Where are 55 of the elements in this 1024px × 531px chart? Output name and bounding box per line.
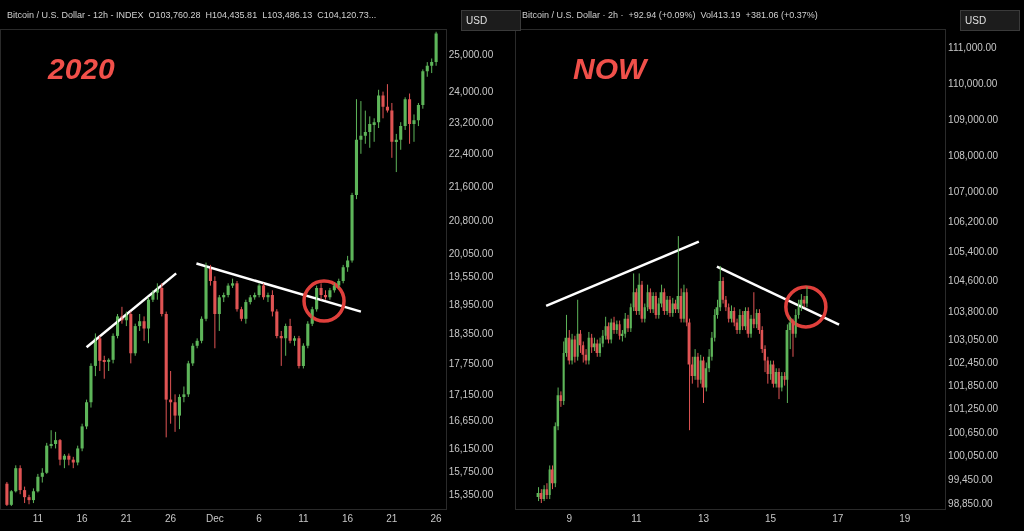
annotation: 2020: [47, 52, 116, 85]
y-tick-label: 25,000.00: [448, 49, 494, 61]
y-tick-label: 105,400.00: [948, 245, 999, 257]
x-tick-label: Dec: [205, 513, 224, 524]
y-tick-label: 15,750.00: [448, 465, 494, 477]
x-tick-label: 15: [765, 513, 777, 524]
y-tick-label: 16,150.00: [448, 442, 494, 454]
y-tick-label: 15,350.00: [448, 488, 494, 500]
annotation: NOW: [573, 52, 649, 85]
x-tick-label: 26: [165, 513, 177, 524]
y-tick-label: 18,350.00: [448, 327, 494, 339]
x-tick-label: 11: [32, 513, 44, 524]
chart-title: Bitcoin / U.S. Dollar - 12h - INDEX O103,760.28 H104,435.81 L103,486.13 C104,120.73...: [7, 10, 377, 20]
y-tick-label: 98,850.00: [948, 497, 994, 509]
x-tick-label: 11: [631, 513, 643, 524]
x-tick-label: 9: [566, 513, 573, 524]
chart-title: Bitcoin / U.S. Dollar · 2h · +92.94 (+0.09%) Vol413.19 +381.06 (+0.37%): [522, 10, 818, 20]
x-tick-label: 11: [298, 513, 309, 524]
y-tick-label: 103,050.00: [948, 334, 999, 346]
y-tick-label: 17,150.00: [448, 388, 494, 400]
x-tick-label: 16: [76, 513, 89, 524]
y-tick-label: 99,450.00: [948, 473, 994, 485]
y-tick-label: 110,000.00: [948, 77, 998, 89]
x-tick-label: 26: [430, 513, 443, 524]
y-tick-label: 100,650.00: [948, 426, 999, 438]
text: USD: [965, 15, 987, 26]
x-tick-label: 17: [832, 513, 844, 524]
y-tick-label: 108,000.00: [948, 149, 999, 161]
y-tick-label: 101,850.00: [948, 380, 999, 392]
y-tick-label: 111,000.00: [948, 42, 998, 54]
y-tick-label: 19,550.00: [448, 270, 494, 282]
x-tick-label: 6: [256, 513, 263, 524]
y-tick-label: 100,050.00: [948, 450, 999, 462]
y-tick-label: 102,450.00: [948, 357, 999, 369]
y-tick-label: 17,750.00: [448, 357, 494, 369]
y-tick-label: 101,250.00: [948, 403, 999, 415]
y-tick-label: 21,600.00: [448, 181, 494, 193]
y-tick-label: 23,200.00: [448, 116, 494, 128]
y-tick-label: 24,000.00: [448, 86, 494, 98]
y-tick-label: 106,200.00: [948, 215, 999, 227]
y-tick-label: 109,000.00: [948, 113, 999, 125]
y-tick-label: 103,800.00: [948, 305, 999, 317]
x-tick-label: 21: [120, 513, 133, 524]
x-tick-label: 19: [899, 513, 911, 524]
y-tick-label: 20,050.00: [448, 248, 494, 260]
x-tick-label: 21: [386, 513, 398, 524]
y-tick-label: 107,000.00: [948, 186, 999, 198]
y-tick-label: 18,950.00: [448, 298, 494, 310]
y-tick-label: 20,800.00: [448, 215, 494, 227]
x-tick-label: 16: [342, 513, 354, 524]
y-tick-label: 22,400.00: [448, 148, 494, 160]
x-tick-label: 13: [697, 513, 710, 524]
y-tick-label: 104,600.00: [948, 275, 999, 287]
y-tick-label: 16,650.00: [448, 415, 494, 427]
text: USD: [466, 15, 488, 26]
